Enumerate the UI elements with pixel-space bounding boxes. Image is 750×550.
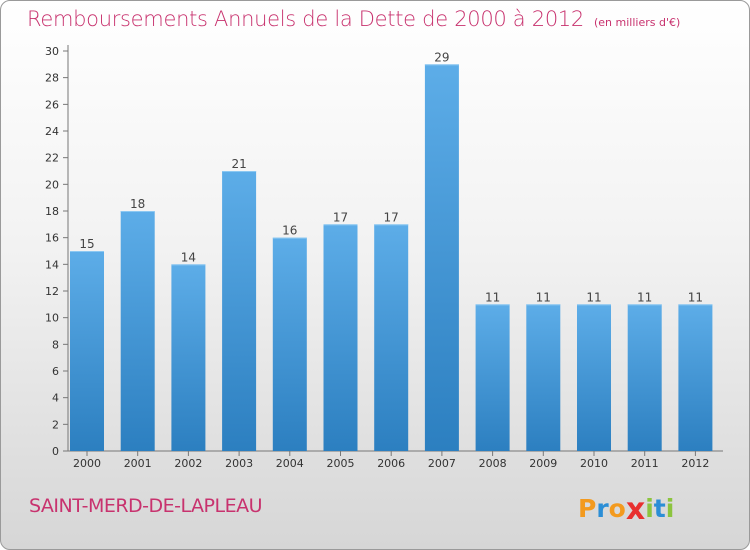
x-tick-label: 2001: [124, 457, 152, 470]
x-tick-label: 2003: [225, 457, 253, 470]
bar-2012: [678, 304, 713, 451]
x-tick-label: 2007: [428, 457, 456, 470]
bar-2001: [120, 211, 155, 451]
logo-letter: r: [596, 494, 609, 523]
y-tick-label: 22: [45, 152, 59, 165]
bar-2006: [374, 224, 409, 451]
data-label: 17: [384, 210, 399, 224]
x-tick-label: 2004: [276, 457, 304, 470]
y-tick-label: 20: [45, 178, 59, 191]
data-labels: 15 18 14 21 16 17 17 29 11 11 11 11 11: [79, 50, 703, 304]
y-tick-label: 4: [52, 392, 59, 405]
y-tick-label: 6: [52, 365, 59, 378]
proxiti-logo: Proxiti: [578, 490, 675, 527]
y-tick-label: 16: [45, 232, 59, 245]
bar-2005: [323, 224, 358, 451]
data-label: 11: [688, 290, 703, 304]
data-label: 11: [637, 290, 652, 304]
data-label: 11: [485, 290, 500, 304]
logo-letter: t: [653, 494, 666, 523]
x-tick-label: 2008: [479, 457, 507, 470]
logo-letter: P: [578, 494, 597, 523]
y-tick-label: 0: [52, 445, 59, 458]
bar-2007: [424, 64, 459, 452]
title-line: Remboursements Annuels de la Dette de 20…: [27, 7, 680, 31]
data-label: 29: [434, 50, 449, 64]
bar-2011: [627, 304, 662, 451]
y-tick-label: 18: [45, 205, 59, 218]
x-tick-label: 2006: [377, 457, 405, 470]
bar-2008: [475, 304, 510, 451]
y-tick-label: 8: [52, 338, 59, 351]
y-tick-label: 30: [45, 45, 59, 58]
y-tick-label: 12: [45, 285, 59, 298]
x-tick-label: 2011: [631, 457, 659, 470]
bar-2000: [70, 251, 104, 451]
data-label: 14: [181, 250, 196, 264]
x-tick-label: 2010: [580, 457, 608, 470]
data-label: 11: [586, 290, 601, 304]
bar-2002: [171, 264, 206, 451]
y-tick-label: 26: [45, 98, 59, 111]
x-tick-label: 2009: [529, 457, 557, 470]
y-tick-label: 14: [45, 258, 59, 271]
data-label: 17: [333, 210, 348, 224]
x-tick-label: 2005: [327, 457, 355, 470]
bar-2004: [272, 237, 307, 451]
commune-name: SAINT-MERD-DE-LAPLEAU: [29, 495, 263, 517]
data-label: 21: [231, 157, 246, 171]
x-tick-label: 2012: [681, 457, 709, 470]
x-tick-label: 2000: [73, 457, 101, 470]
y-tick-label: 2: [52, 418, 59, 431]
bars: [70, 64, 713, 452]
data-label: 11: [536, 290, 551, 304]
bar-2009: [526, 304, 561, 451]
logo-letter: i: [645, 494, 654, 523]
y-tick-label: 10: [45, 312, 59, 325]
chart-title: Remboursements Annuels de la Dette de 20…: [27, 7, 584, 31]
x-tick-label: 2002: [174, 457, 202, 470]
chart-subtitle: (en milliers d'€): [594, 16, 681, 29]
logo-letter: x: [625, 492, 646, 527]
data-label: 16: [282, 224, 297, 238]
data-label: 15: [79, 237, 94, 251]
y-tick-label: 24: [45, 125, 59, 138]
y-tick-label: 28: [45, 72, 59, 85]
data-label: 18: [130, 197, 145, 211]
logo-letter: i: [665, 494, 675, 523]
bar-2003: [222, 171, 257, 451]
logo-letter: o: [608, 494, 626, 523]
bar-2010: [577, 304, 611, 451]
